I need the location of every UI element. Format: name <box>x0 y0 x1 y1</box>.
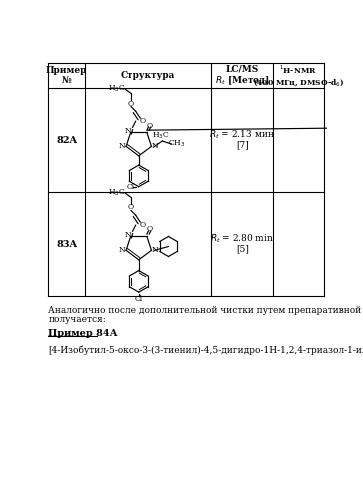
Text: N: N <box>124 127 131 135</box>
Text: N: N <box>119 246 126 254</box>
Text: N: N <box>119 142 126 150</box>
Text: N: N <box>124 231 131 239</box>
Text: N: N <box>152 142 159 150</box>
Text: 82A: 82A <box>56 136 77 145</box>
Text: H$_3$C: H$_3$C <box>152 130 170 141</box>
Text: 83A: 83A <box>56 240 77 249</box>
Text: O: O <box>128 204 134 212</box>
Text: Аналогично после дополнительной чистки путем препаративной HPLC [метод 12]: Аналогично после дополнительной чистки п… <box>49 306 363 314</box>
Text: [5]: [5] <box>236 244 249 254</box>
Text: H$_3$C: H$_3$C <box>108 84 126 94</box>
Text: H$_3$C: H$_3$C <box>108 188 126 198</box>
Text: [4-Изобутил-5-оксо-3-(3-тиенил)-4,5-дигидро-1H-1,2,4-триазол-1-ил]метилацетат: [4-Изобутил-5-оксо-3-(3-тиенил)-4,5-диги… <box>49 346 363 355</box>
Text: LC/MS
$R_t$ [Метод]: LC/MS $R_t$ [Метод] <box>215 64 270 88</box>
Text: Cl: Cl <box>135 295 143 303</box>
Text: Cl: Cl <box>126 182 134 190</box>
Text: O: O <box>140 221 146 229</box>
Text: O: O <box>140 117 146 125</box>
Text: O: O <box>146 226 152 234</box>
Text: Пример
№: Пример № <box>46 66 87 86</box>
Text: N: N <box>152 246 159 254</box>
Text: Пример 84А: Пример 84А <box>49 328 118 338</box>
Text: $R_t$ = 2.13 мин: $R_t$ = 2.13 мин <box>209 128 275 140</box>
Text: $R_t$ = 2.80 min: $R_t$ = 2.80 min <box>210 232 274 244</box>
Text: получается:: получается: <box>49 315 106 324</box>
Text: O: O <box>146 122 152 130</box>
Text: [7]: [7] <box>236 140 249 149</box>
Text: $^1$H-NMR
(400 МГц, DMSO-d$_6$): $^1$H-NMR (400 МГц, DMSO-d$_6$) <box>253 64 344 88</box>
Text: CH$_3$: CH$_3$ <box>168 139 186 149</box>
Text: O: O <box>128 100 134 108</box>
Text: Структура: Структура <box>121 72 175 80</box>
